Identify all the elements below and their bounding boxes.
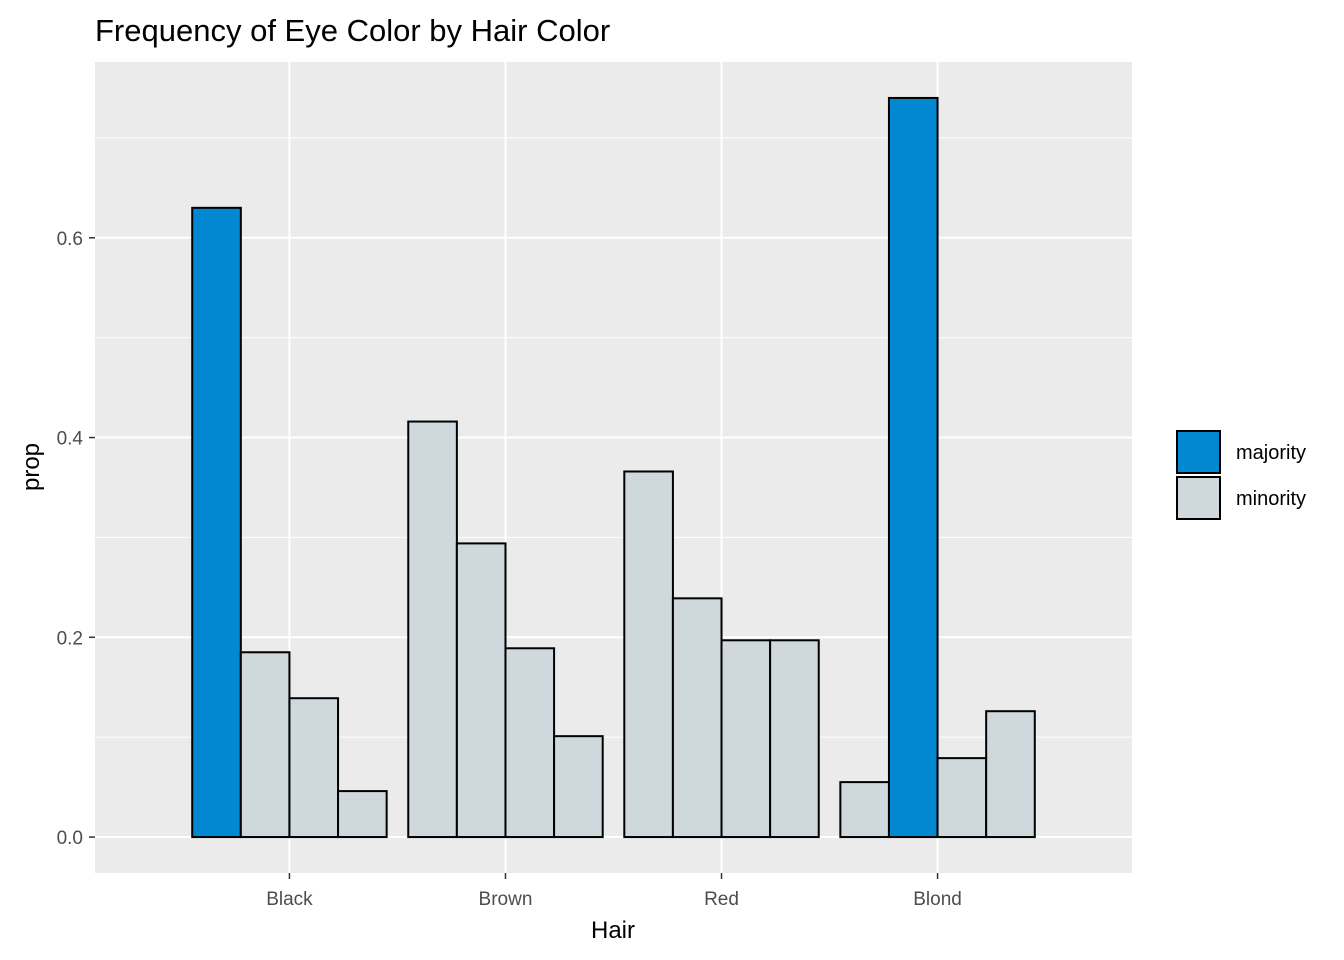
- x-tick-label: Blond: [913, 889, 962, 910]
- chart-title: Frequency of Eye Color by Hair Color: [95, 13, 610, 48]
- bar-black-2: [239, 651, 291, 839]
- bar-blond-2: [887, 96, 939, 839]
- y-axis-title: prop: [18, 443, 45, 491]
- y-tick-label: 0.4: [57, 429, 84, 450]
- y-tick-label: 0.2: [57, 628, 83, 649]
- bar-red-1: [623, 470, 674, 839]
- legend-key-majority: [1176, 430, 1221, 474]
- x-tick-label: Black: [266, 889, 313, 910]
- bar-blond-4: [985, 710, 1036, 839]
- x-axis-title: Hair: [591, 917, 635, 944]
- y-axis: 0.0 0.2 0.4 0.6: [57, 229, 95, 849]
- bar-red-3: [720, 639, 772, 839]
- x-axis: Black Brown Red Blond: [266, 873, 962, 910]
- y-tick-label: 0.6: [57, 229, 83, 250]
- bar-brown-3: [504, 647, 556, 839]
- bar-brown-2: [455, 542, 507, 839]
- legend-label-majority: majority: [1236, 442, 1306, 464]
- bar-black-4: [337, 790, 388, 839]
- x-tick-label: Red: [704, 889, 739, 910]
- bar-black-1: [191, 206, 242, 839]
- bars-layer: [191, 96, 1036, 839]
- bar-black-3: [288, 697, 340, 839]
- bar-red-4: [769, 639, 820, 839]
- bar-blond-3: [936, 757, 988, 839]
- legend: majority minority: [1176, 430, 1306, 520]
- legend-label-minority: minority: [1236, 488, 1306, 510]
- y-tick-label: 0.0: [57, 828, 83, 849]
- bar-red-2: [671, 597, 723, 839]
- x-tick-label: Brown: [479, 889, 533, 910]
- legend-key-minority: [1176, 476, 1221, 520]
- bar-brown-4: [553, 735, 604, 839]
- bar-brown-1: [407, 420, 458, 839]
- bar-blond-1: [839, 781, 890, 839]
